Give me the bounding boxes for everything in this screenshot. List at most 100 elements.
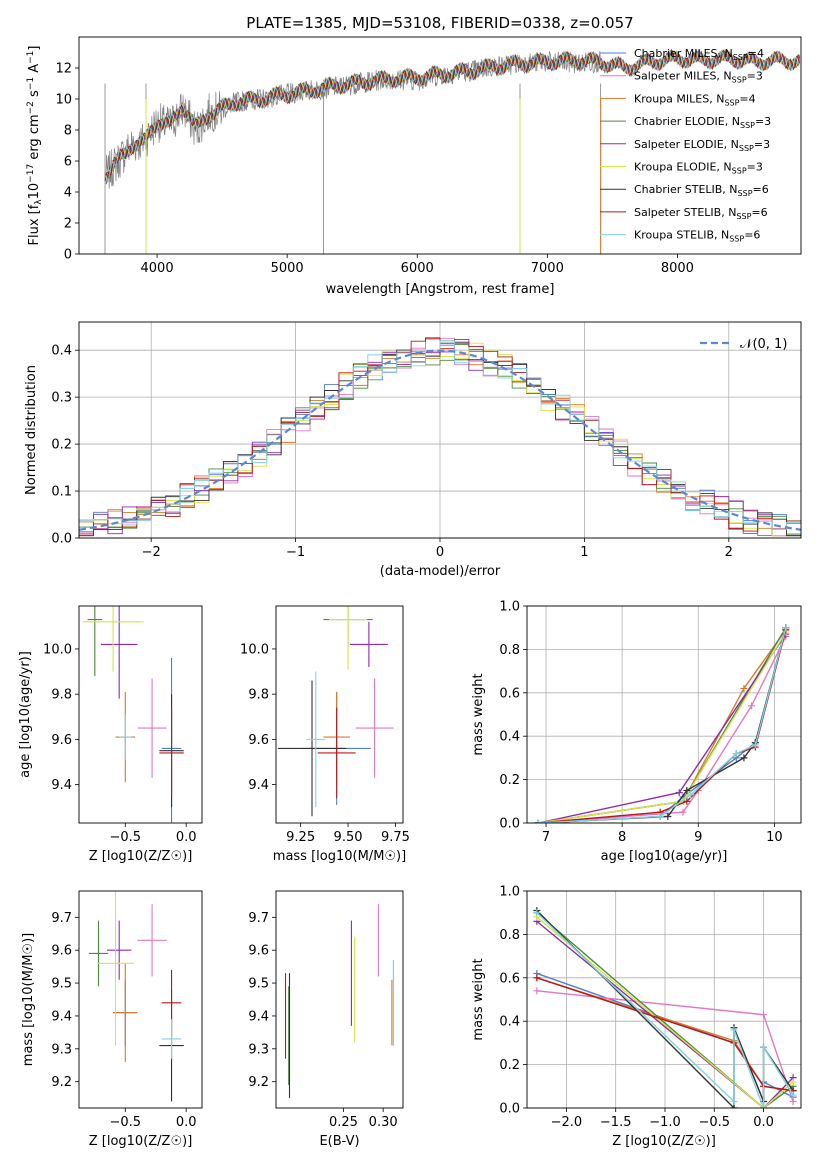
- axis-label-x: age [log10(age/yr)]: [601, 849, 728, 864]
- axis-label-y: mass weight: [471, 673, 486, 755]
- tick-label-x: 1: [580, 545, 588, 560]
- weight-series-line: [538, 627, 787, 823]
- tick-label-y: 0.2: [499, 773, 520, 788]
- legend-count: =6: [751, 206, 767, 219]
- tick-label-y: 1.0: [499, 885, 520, 900]
- weight-point-marker: [664, 812, 672, 820]
- histogram-series: [79, 344, 801, 535]
- axes-frame: [526, 605, 802, 824]
- axis-label-part: −2: [26, 101, 36, 114]
- legend-label: Chabrier STELIB, NSSP=6: [634, 183, 769, 198]
- weight-series-line: [538, 633, 787, 823]
- panel-mass-vs-EBV: 0.25 0.30 9.2 9.3 9.4 9.5 9.6 9.7 E(B-V): [248, 890, 404, 1149]
- axis-label-part: erg cm: [27, 114, 42, 163]
- tick-label-y: 9.5: [248, 977, 269, 992]
- spectrum-lines: [104, 48, 801, 254]
- tick-label-y: 10.0: [43, 642, 72, 657]
- histogram-lines: [79, 337, 801, 537]
- tick-label-y: 0.0: [51, 532, 72, 547]
- tick-label-y: 2: [64, 217, 72, 232]
- axes-frame: [78, 890, 203, 1109]
- legend-label: Chabrier MILES, NSSP=4: [634, 47, 764, 62]
- tick-label-x: 2: [725, 545, 733, 560]
- legend-count: =3: [755, 115, 771, 128]
- legend-subscript: SSP: [724, 98, 739, 107]
- weight-point-marker: [656, 812, 664, 820]
- tick-label-y: 0.4: [499, 730, 520, 745]
- axis-label-x: Z [log10(Z/Z☉)]: [89, 849, 193, 864]
- axis-label-y: mass [log10(M/M☉)]: [21, 933, 36, 1066]
- axis-label-part: 10: [27, 183, 42, 200]
- tick-label-x: −0.5: [109, 830, 141, 845]
- legend-label: Salpeter STELIB, NSSP=6: [634, 206, 768, 221]
- tick-label-x: 9.50: [334, 830, 363, 845]
- axis-label-x: (data-model)/error: [380, 564, 501, 579]
- tick-label-x: 0.30: [369, 1115, 398, 1130]
- axis-label-x: wavelength [Angstrom, rest frame]: [326, 282, 555, 297]
- weight-point-marker: [534, 819, 542, 823]
- weight-series-line: [538, 627, 787, 823]
- axis-label-part: −17: [26, 164, 36, 183]
- panel-mass-vs-Z: −0.5 0.0 9.2 9.3 9.4 9.5 9.6 9.7 Z [log10(Z/Z☉)]…: [21, 890, 203, 1149]
- normal-reference-curve: [79, 349, 801, 531]
- tick-label-y: 0.0: [499, 817, 520, 832]
- tick-label-y: 9.6: [51, 733, 72, 748]
- axis-label-x: Z [log10(Z/Z☉)]: [89, 1134, 193, 1149]
- weight-series-line: [536, 977, 794, 1092]
- legend-label: Kroupa ELODIE, NSSP=3: [634, 161, 763, 176]
- legend-subscript: SSP: [740, 121, 755, 130]
- legend-subscript: SSP: [739, 144, 754, 153]
- tick-label-y: 0.0: [499, 1102, 520, 1117]
- legend-count: =3: [747, 161, 763, 174]
- axis-label-part: −1: [26, 51, 36, 64]
- weight-point-marker: [751, 741, 759, 749]
- tick-label-x: 6000: [401, 261, 434, 276]
- histogram-series: [79, 340, 801, 530]
- errorbars: [88, 891, 184, 1102]
- tick-label-y: 9.8: [248, 688, 269, 703]
- weight-lines: [533, 907, 797, 1108]
- legend-count: =6: [753, 183, 769, 196]
- tick-label-y: 9.6: [248, 944, 269, 959]
- tick-label-y: 0.6: [499, 686, 520, 701]
- weight-series-line: [538, 629, 787, 823]
- weight-point-marker: [687, 791, 695, 799]
- tick-label-x: 5000: [271, 261, 304, 276]
- tick-label-y: 0.4: [51, 344, 72, 359]
- tick-label-y: 9.4: [248, 1009, 269, 1024]
- legend-subscript: SSP: [732, 167, 747, 176]
- tick-label-y: 8: [64, 124, 72, 139]
- figure-title: PLATE=1385, MJD=53108, FIBERID=0338, z=0…: [246, 14, 633, 32]
- weight-series-line: [538, 631, 787, 823]
- tick-label-x: 9.25: [286, 830, 315, 845]
- axis-label-part: ]: [27, 46, 42, 51]
- legend-label: Kroupa MILES, NSSP=4: [634, 92, 756, 107]
- legend-count: =4: [739, 92, 755, 105]
- legend-label: Chabrier ELODIE, NSSP=3: [634, 115, 771, 130]
- weight-point-marker: [740, 754, 748, 762]
- tick-label-x: 0.0: [176, 830, 197, 845]
- legend-name: Salpeter MILES, N: [634, 70, 732, 83]
- tick-label-y: 0.4: [499, 1015, 520, 1030]
- errorbars: [82, 606, 184, 823]
- tick-label-y: 9.3: [248, 1042, 269, 1057]
- axes-frame: [526, 890, 802, 1109]
- axis-label-part: s: [27, 90, 42, 101]
- legend-label: 𝒩(0, 1): [740, 337, 787, 352]
- weight-series-line: [538, 636, 787, 823]
- legend-name: Salpeter STELIB, N: [634, 206, 736, 219]
- legend-subscript: SSP: [733, 53, 748, 62]
- data-spectrum-line: [104, 51, 603, 189]
- tick-label-y: 0: [64, 248, 72, 263]
- tick-label-y: 9.6: [51, 944, 72, 959]
- weight-point-marker: [789, 1091, 797, 1099]
- weight-series-line: [536, 920, 794, 1108]
- panel-age-vs-Z: −0.5 0.0 9.4 9.6 9.8 10.0 Z [log10(Z/Z☉)] age […: [18, 605, 203, 864]
- legend-count: =6: [744, 229, 760, 242]
- tick-label-x: 8: [618, 830, 626, 845]
- weight-point-marker: [760, 1043, 768, 1051]
- panel-residuals: −2 −1 0 1 2 0.0 0.1 0.2 0.3 0.4 𝒩(0, 1) (data-model…: [24, 321, 802, 579]
- panel-weight-vs-age: 7 8 9 10 0.0 0.2 0.4 0.6 0.8 1.0 age [log10(age/yr…: [471, 600, 802, 864]
- weight-point-marker: [732, 750, 740, 758]
